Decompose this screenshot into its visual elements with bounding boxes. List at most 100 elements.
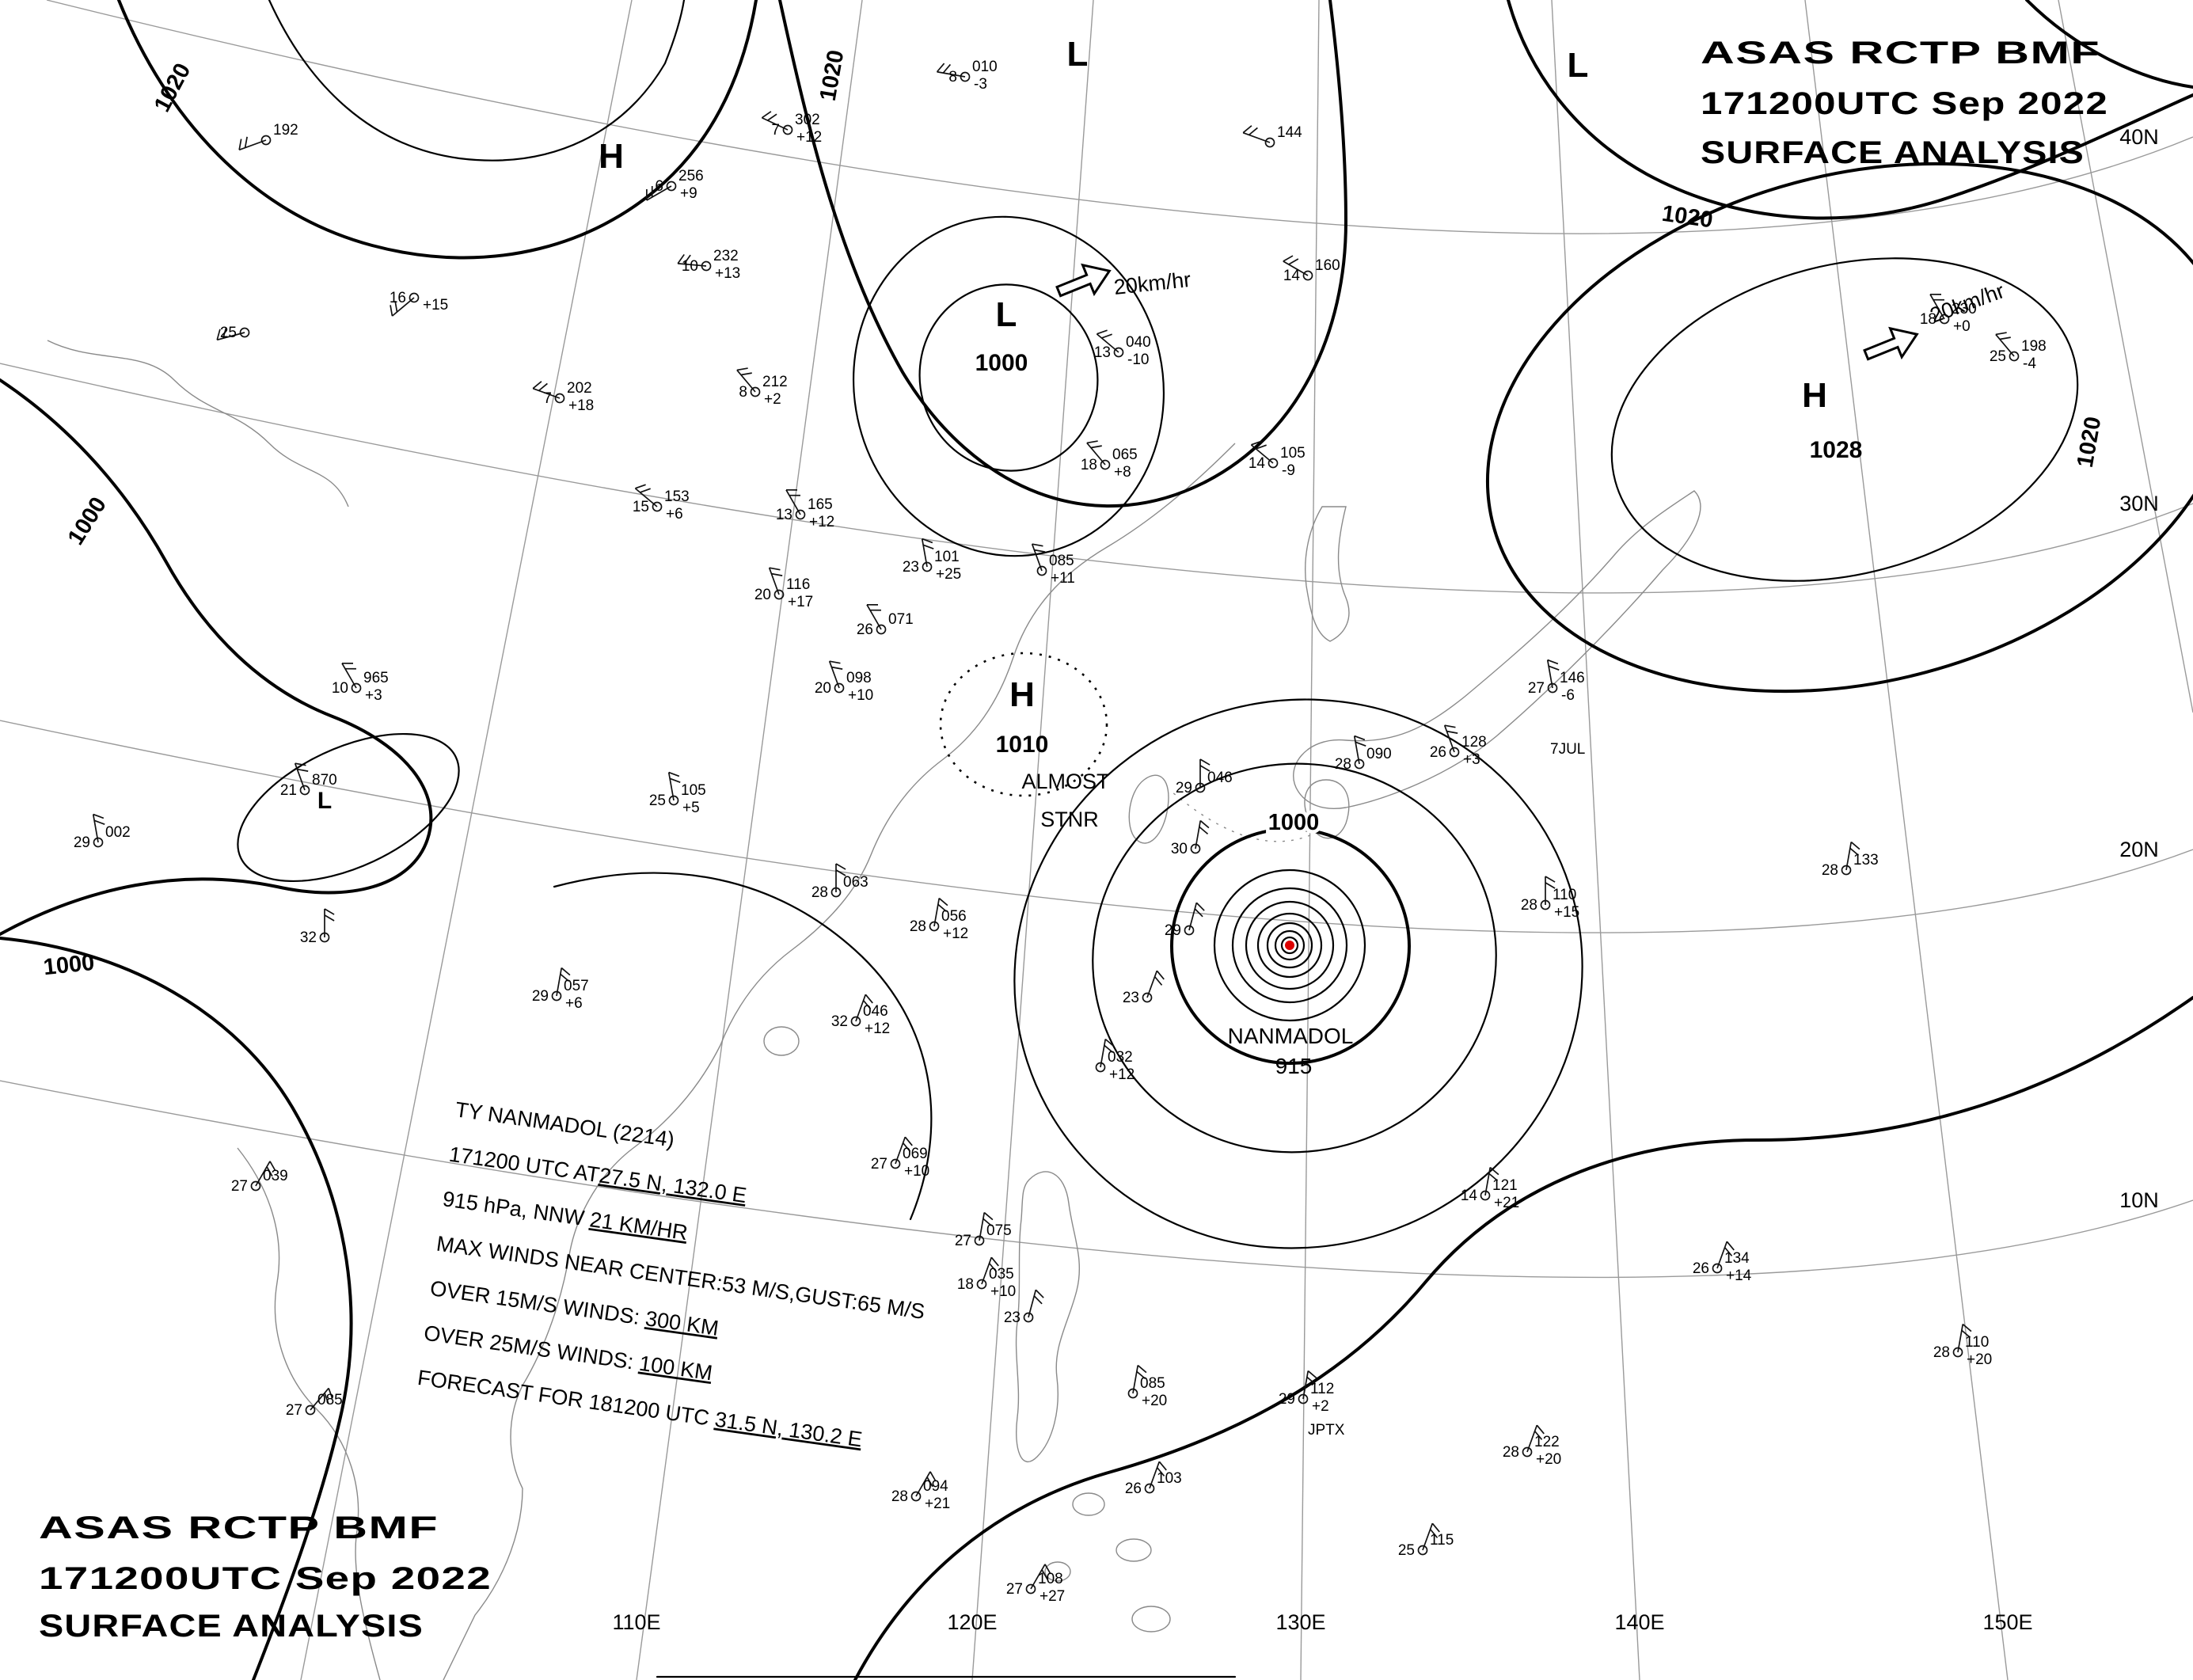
station-plot: 28 094+21 (891, 1471, 950, 1512)
station-plot: 27 039 (231, 1161, 288, 1195)
coastline-taiwan (1128, 774, 1169, 844)
wind-barb-shaft (1195, 820, 1202, 850)
station-temperature: 25 (220, 325, 237, 341)
station-temperature: 23 (1004, 1309, 1020, 1326)
isobar-value-label: 1020 (815, 48, 849, 103)
wind-barb-shaft (1096, 333, 1119, 353)
station-temperature: 15 (633, 499, 649, 515)
station-pressure-tendency: +21 (925, 1496, 950, 1512)
station-pressure: 056 (941, 908, 967, 925)
station-circle (1298, 1393, 1309, 1404)
wind-barb-tick (324, 1393, 329, 1404)
wind-barb-tick (266, 1166, 273, 1177)
station-pressure: 232 (713, 248, 739, 264)
station-plot: 18 230+0 (1920, 293, 1977, 335)
station-temperature: 14 (1283, 268, 1301, 284)
wind-barb-tick (1288, 258, 1299, 265)
station-pressure: 115 (1430, 1532, 1454, 1549)
station-pressure-tendency: +11 (1051, 570, 1075, 587)
station-plot: 26 103 (1125, 1461, 1182, 1497)
station-pressure: 160 (1315, 257, 1340, 274)
station-circle (890, 1158, 901, 1169)
station-plot: 14 160 (1283, 255, 1340, 284)
station-circle (1127, 1388, 1138, 1399)
isobar-value-label: 1000 (1268, 810, 1320, 835)
station-pressure-tendency: +10 (904, 1163, 929, 1180)
station-circle (773, 589, 785, 600)
station-pressure: 063 (843, 874, 868, 891)
station-circle (1100, 459, 1111, 470)
station-pressure-tendency: +6 (565, 995, 583, 1012)
station-temperature: 25 (649, 792, 666, 809)
station-pressure: 133 (1853, 852, 1879, 869)
station-temperature: 21 (280, 782, 297, 799)
wind-barb-shaft (1716, 1241, 1728, 1269)
coastline-indochina (237, 1147, 381, 1680)
wind-barb-tick (926, 1477, 933, 1488)
wind-barb-tick (1044, 1564, 1051, 1575)
wind-barb-tick (1104, 1044, 1114, 1054)
station-pressure: 098 (846, 670, 872, 686)
typhoon-ring-72 (1231, 887, 1348, 1004)
wind-barb-tick (862, 1000, 872, 1009)
station-temperature: 28 (1822, 862, 1838, 879)
station-plot: 30 (1171, 819, 1210, 857)
typhoon-labels: NANMADOL 915 (1228, 1024, 1354, 1078)
longitude-label-120e: 120E (947, 1610, 997, 1634)
chart-id: ASAS RCTP BMF (39, 1511, 439, 1545)
isobar-center-meander (553, 872, 933, 1221)
wind-barb-tick (538, 382, 548, 392)
wind-barb-shaft (634, 488, 658, 507)
station-circle (910, 1491, 922, 1502)
station-plot: 29 112+2 (1279, 1370, 1334, 1415)
station-circle (1712, 1263, 1723, 1274)
station-plot: 28 056+12 (910, 897, 968, 942)
station-plot: 23 (1004, 1289, 1044, 1326)
station-pressure: 105 (1280, 445, 1306, 462)
typhoon-info-block: TY NANMADOL (2214)171200 UTC AT27.5 N, 1… (416, 1097, 927, 1451)
wind-barb-tick (238, 139, 242, 150)
station-pressure-tendency: +12 (865, 1021, 890, 1037)
station-pressure-tendency: +2 (764, 391, 781, 408)
wind-barb-tick (324, 914, 335, 922)
longitude-label-110e: 110E (612, 1610, 660, 1634)
movement-arrow-icon (1051, 255, 1117, 307)
station-plot: 28 133 (1822, 841, 1879, 879)
station-temperature: 28 (891, 1488, 908, 1505)
wind-barb-shaft (1132, 1365, 1139, 1394)
station-plot: 15 153+6 (633, 484, 690, 523)
coastline-south-china-rivers (47, 340, 349, 507)
station-pressure-tendency: +5 (682, 800, 700, 816)
isobar-bottom-sweep (853, 996, 2193, 1680)
isobar-low-outer-oval (852, 215, 1165, 557)
station-pressure: 134 (1724, 1250, 1750, 1267)
station-temperature: 28 (1933, 1344, 1950, 1361)
station-temperature: 7 (771, 122, 780, 139)
station-plot: 27 146-6 (1528, 659, 1585, 704)
typhoon-ring-55 (1245, 900, 1335, 990)
isobar-1020-right-high (1486, 162, 2193, 694)
station-temperature: 26 (1693, 1260, 1709, 1277)
station-pressure: 121 (1492, 1177, 1518, 1194)
wind-barb-tick (1156, 1467, 1165, 1477)
isobar-1024-right-high (1610, 257, 2079, 582)
station-circle (1480, 1190, 1491, 1201)
wind-barb-tick (904, 1136, 913, 1146)
station-pressure-tendency: -9 (1282, 462, 1295, 479)
station-plot: 085+11 (1031, 543, 1075, 587)
longitude-labels: 110E 120E 130E 140E 150E (612, 1610, 2032, 1634)
stationary-note-line1: ALMOST (1021, 770, 1109, 793)
wind-barb-tick (640, 488, 651, 493)
station-pressure: 057 (564, 978, 589, 994)
wind-barb-tick (1035, 1289, 1044, 1298)
station-pressure-tendency: +21 (1494, 1195, 1519, 1211)
wind-barb-tick (1256, 444, 1267, 450)
station-temperature: 29 (1279, 1391, 1295, 1408)
station-circle (1190, 843, 1201, 854)
wind-barb-shaft (294, 762, 306, 791)
wind-barb-tick (1194, 908, 1203, 918)
station-plot: 29 046 (1176, 758, 1233, 796)
station-pressure-tendency: -4 (2023, 355, 2036, 372)
